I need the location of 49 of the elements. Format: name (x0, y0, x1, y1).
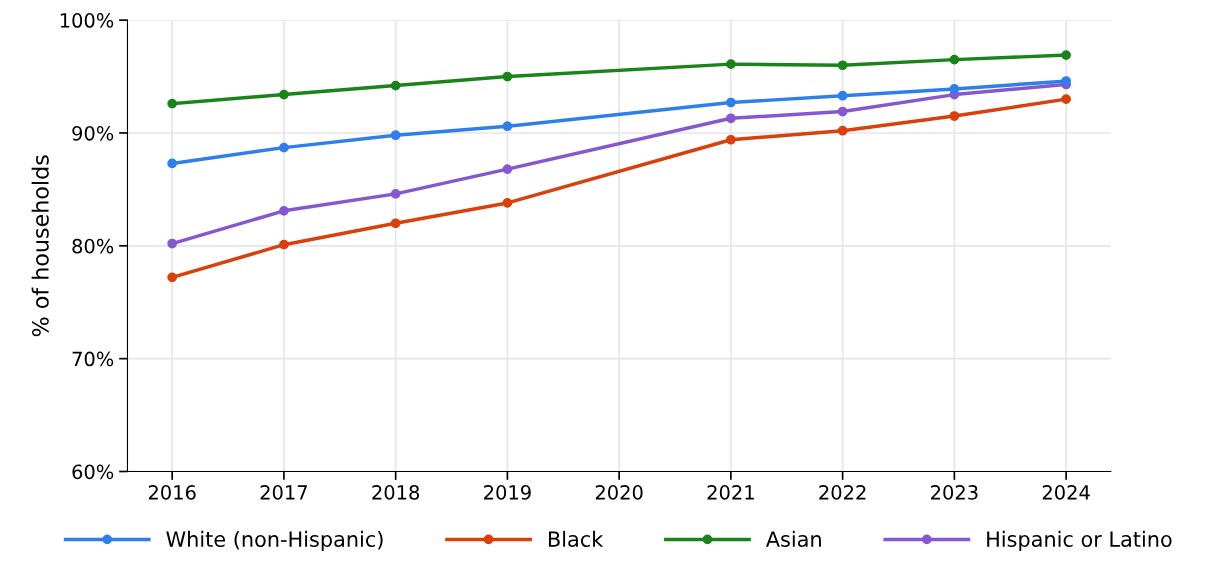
point (837, 90, 848, 101)
x-tick-label: 2018 (372, 485, 420, 500)
point (279, 205, 289, 216)
legend-label: Asian (765, 530, 821, 547)
point (837, 125, 848, 136)
y-tick-label: 60% (72, 464, 114, 480)
point (279, 239, 289, 250)
point (502, 71, 513, 82)
point (949, 84, 960, 94)
point (502, 164, 513, 174)
point (1061, 76, 1071, 86)
point (1061, 50, 1071, 60)
legend-label: Hispanic or Latino (987, 530, 1172, 552)
y-tick-label: 80% (72, 238, 114, 254)
y-axis-title: % of households (31, 155, 49, 337)
point (390, 80, 401, 91)
x-tick-label: 2022 (819, 485, 866, 500)
point (390, 130, 401, 141)
point (726, 113, 736, 124)
x-tick-label: 2021 (707, 485, 754, 500)
x-tick-label: 2017 (260, 485, 307, 500)
point (1061, 94, 1071, 104)
point (167, 158, 178, 169)
point (949, 54, 960, 65)
point (837, 60, 848, 71)
x-tick-label: 2016 (148, 485, 196, 500)
point (502, 121, 513, 132)
point (279, 89, 289, 100)
point (726, 134, 736, 145)
legend-label: White (non-Hispanic) (166, 530, 383, 552)
point (949, 111, 960, 121)
point (167, 238, 178, 249)
point (726, 97, 736, 108)
point (167, 272, 178, 283)
x-tick-label: 2023 (931, 485, 978, 500)
x-tick-label: 2020 (595, 485, 643, 500)
x-tick-label: 2024 (1042, 485, 1090, 500)
y-tick-label: 100% (60, 13, 114, 28)
y-tick-label: 70% (72, 351, 114, 367)
point (726, 59, 736, 69)
legend-label: Black (548, 530, 604, 547)
point (167, 98, 178, 109)
point (390, 218, 401, 229)
x-tick-label: 2019 (484, 485, 531, 500)
point (279, 142, 289, 153)
point (502, 198, 513, 208)
point (390, 189, 401, 199)
y-tick-label: 90% (72, 125, 114, 141)
point (837, 106, 848, 117)
